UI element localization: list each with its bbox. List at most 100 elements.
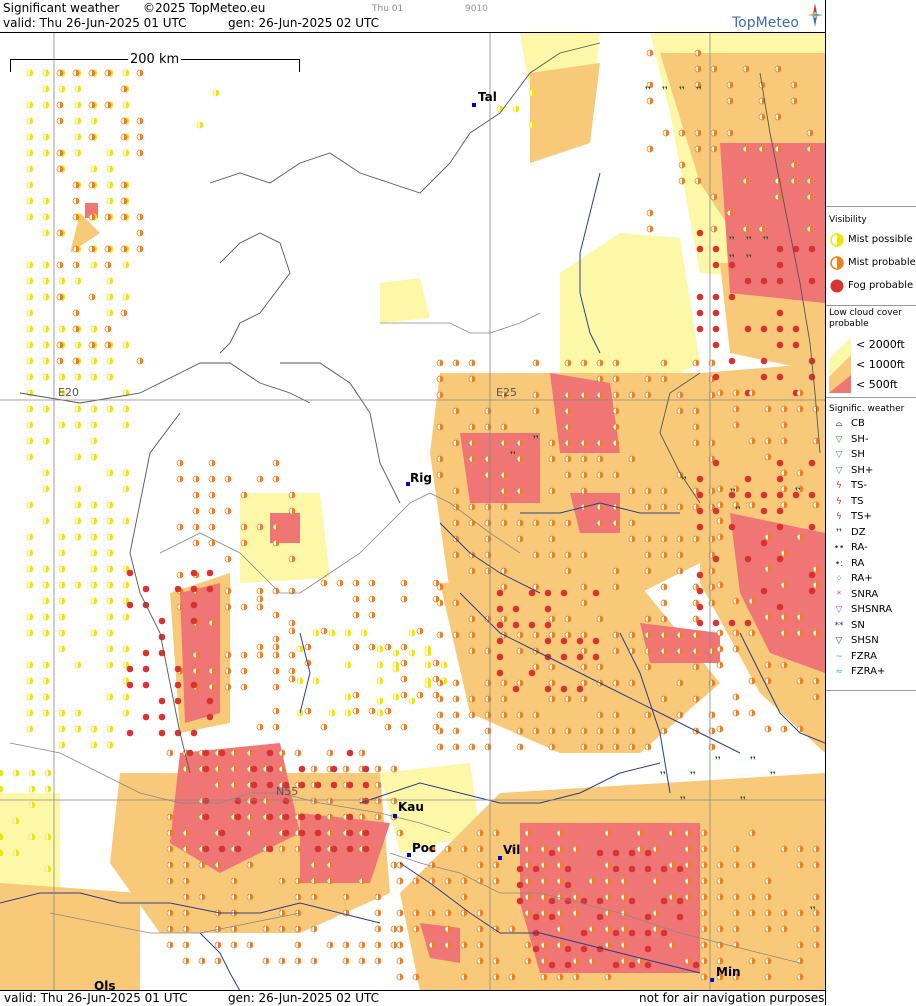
cloud-color-ramp	[829, 337, 851, 393]
grid-label-e20: E20	[58, 386, 79, 399]
city-label-min[interactable]: Min	[716, 965, 741, 979]
svg-text:❜❜: ❜❜	[690, 771, 696, 781]
legend-wx-ts-minus: ϟ TS-	[826, 480, 916, 495]
weather-title: Signific. weather	[829, 404, 905, 414]
city-label-ols[interactable]: Ols	[94, 979, 116, 991]
brand-logo: TopMeteo	[732, 15, 799, 31]
mist-probable-icon	[830, 256, 844, 270]
svg-text:❜❜: ❜❜	[763, 236, 769, 246]
wx-tsplus-icon: ϟ	[836, 512, 842, 522]
legend-wx-ra-plus: ⁘ RA+	[826, 573, 916, 588]
chart-title: Significant weather	[3, 1, 120, 15]
cloud-2000: < 2000ft	[856, 338, 905, 351]
city-label-vil[interactable]: Vil	[503, 843, 521, 857]
legend-mist-possible: Mist possible	[826, 231, 916, 249]
svg-text:❜❜: ❜❜	[746, 254, 752, 264]
svg-text:❜❜: ❜❜	[681, 476, 687, 486]
wx-snra-icon: *	[836, 589, 842, 600]
svg-text:❜❜: ❜❜	[735, 506, 741, 516]
weather-symbols-layer: ❜❜ ❜❜ ❜❜ ❜❜ ❜❜ ❜❜ ❜❜ ❜❜ ❜❜ ❜❜ ❜❜ ❜❜ ❜❜ ❜❜ ❜❜ ❜❜ ❜❜ ❜❜ ❜❜ ❜❜…	[510, 86, 816, 916]
city-label-kau[interactable]: Kau	[398, 800, 424, 814]
wx-dz-icon: ❜❜	[836, 527, 842, 538]
city-label-tal[interactable]: Tal	[478, 90, 497, 104]
legend-wx-ts: ϟ TS	[826, 496, 916, 511]
visibility-title: Visibility	[829, 215, 867, 225]
footer-generated-time: gen: 26-Jun-2025 02 UTC	[228, 991, 380, 1005]
cloud-legend: Low cloud cover probable < 2000ft < 1000…	[826, 305, 916, 398]
legend-panel: Visibility Mist possible Mist probable F…	[825, 0, 916, 1005]
svg-text:❜❜: ❜❜	[660, 771, 666, 781]
svg-text:❜❜: ❜❜	[679, 86, 685, 96]
disclaimer: not for air navigation purposes	[639, 991, 825, 1005]
legend-wx-cb: ⌓ CB	[826, 418, 916, 433]
grid-layer	[0, 33, 825, 991]
wx-fzraplus-icon: ≈	[835, 667, 843, 677]
map-canvas: ❜❜ ❜❜ ❜❜ ❜❜ ❜❜ ❜❜ ❜❜ ❜❜ ❜❜ ❜❜ ❜❜ ❜❜ ❜❜ ❜❜ ❜❜ ❜❜ ❜❜ ❜❜ ❜❜ ❜❜…	[0, 33, 825, 991]
mist-possible-icon	[830, 233, 844, 247]
svg-text:❜❜: ❜❜	[729, 236, 735, 246]
legend-mist-probable: Mist probable	[826, 254, 916, 272]
wx-sn-icon: **	[834, 620, 844, 631]
frame-code: 9010	[465, 4, 488, 14]
svg-text:❜❜: ❜❜	[795, 487, 801, 497]
copyright: ©2025 TopMeteo.eu	[143, 1, 266, 15]
footer: valid: Thu 26-Jun-2025 01 UTC gen: 26-Ju…	[0, 990, 825, 1006]
svg-text:❜❜: ❜❜	[715, 756, 721, 766]
svg-text:❜❜: ❜❜	[730, 488, 736, 498]
legend-wx-sh-plus: ▽ SH+	[826, 465, 916, 480]
scale-label: 200 km	[128, 52, 182, 67]
svg-text:❜❜: ❜❜	[740, 796, 746, 806]
legend-wx-shsnra: ▽ SHSNRA	[826, 604, 916, 619]
legend-wx-sh: ▽ SH	[826, 449, 916, 464]
cloud-title: Low cloud cover probable	[829, 308, 902, 329]
low-cloud-layer	[0, 33, 825, 991]
header: Significant weather ©2025 TopMeteo.eu Th…	[0, 0, 825, 32]
svg-text:❜❜: ❜❜	[750, 756, 756, 766]
svg-text:❜❜: ❜❜	[510, 451, 516, 461]
legend-fog-probable: Fog probable	[826, 277, 916, 295]
svg-text:❜❜: ❜❜	[746, 236, 752, 246]
wx-shsn-icon: ▽	[835, 636, 843, 646]
legend-wx-fzra-plus: ≈ FZRA+	[826, 666, 916, 681]
svg-text:❜❜: ❜❜	[662, 86, 668, 96]
compass-icon	[806, 2, 824, 28]
cloud-500: < 500ft	[856, 378, 898, 391]
legend-wx-ts-plus: ϟ TS+	[826, 511, 916, 526]
visibility-dots-layer	[0, 49, 820, 981]
wx-raminus-icon: ••	[833, 543, 845, 553]
city-label-poc[interactable]: Poc	[412, 841, 437, 855]
wx-shminus-icon: ▽	[835, 434, 843, 445]
legend-wx-snra: * SNRA	[826, 589, 916, 604]
city-label-rig[interactable]: Rig	[410, 471, 432, 485]
wx-shplus-icon: ▽	[835, 465, 843, 476]
wx-ra-icon: •:	[834, 558, 844, 569]
grid-label-n55: N55	[276, 785, 299, 798]
legend-wx-ra-minus: •• RA-	[833, 542, 868, 553]
generated-time: gen: 26-Jun-2025 02 UTC	[228, 16, 380, 30]
wx-sh-icon: ▽	[835, 450, 843, 460]
grid-label-e25: E25	[496, 386, 517, 399]
legend-wx-ra: •: RA	[826, 558, 916, 573]
legend-wx-dz: ❜❜ DZ	[826, 527, 916, 542]
svg-text:❜❜: ❜❜	[770, 771, 776, 781]
svg-text:❜❜: ❜❜	[533, 435, 539, 445]
svg-text:❜❜: ❜❜	[680, 796, 686, 806]
legend-wx-shsn: ▽ SHSN	[826, 635, 916, 650]
legend-wx-fzra: ~ FZRA	[826, 651, 916, 666]
wx-shsnra-icon: ▽	[835, 605, 843, 615]
svg-text:❜❜: ❜❜	[645, 86, 651, 96]
visibility-legend: Visibility Mist possible Mist probable F…	[826, 206, 916, 306]
legend-wx-sh-minus: ▽ SH-	[826, 434, 916, 449]
wx-fzra-icon: ~	[835, 651, 843, 662]
weather-legend: Signific. weather ⌓ CB ▽ SH- ▽ SH ▽ SH+ ϟ TS-ϟ TS ϟ…	[826, 398, 916, 691]
wx-ts-icon: ϟ	[836, 496, 842, 507]
valid-time: valid: Thu 26-Jun-2025 01 UTC	[3, 16, 187, 30]
wx-raplus-icon: ⁘	[835, 574, 843, 584]
legend-wx-sn: ** SN	[826, 620, 916, 635]
fog-probable-icon	[830, 279, 844, 293]
svg-text:❜❜: ❜❜	[810, 906, 816, 916]
wx-cb-icon: ⌓	[835, 419, 843, 429]
footer-valid-time: valid: Thu 26-Jun-2025 01 UTC	[4, 991, 188, 1005]
weather-map[interactable]: ❜❜ ❜❜ ❜❜ ❜❜ ❜❜ ❜❜ ❜❜ ❜❜ ❜❜ ❜❜ ❜❜ ❜❜ ❜❜ ❜❜ ❜❜ ❜❜ ❜❜ ❜❜ ❜❜ ❜❜…	[0, 32, 825, 991]
svg-text:❜❜: ❜❜	[696, 86, 702, 96]
